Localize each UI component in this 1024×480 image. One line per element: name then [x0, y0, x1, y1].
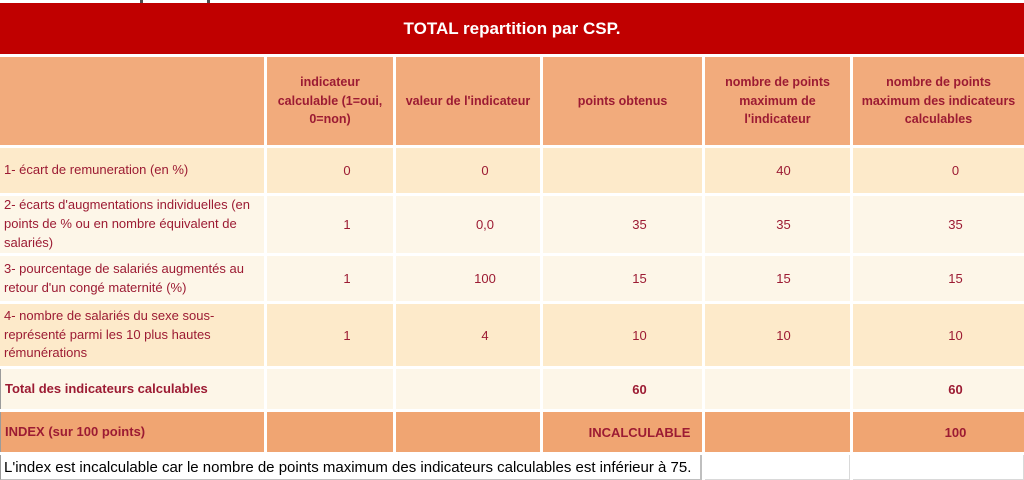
row2-valeur[interactable]: 0,0	[396, 196, 540, 253]
index-max-calculables[interactable]: 100	[853, 412, 1024, 452]
total-points[interactable]: 60	[543, 369, 702, 409]
row3-valeur[interactable]: 100	[396, 256, 540, 301]
row4-max-indicateur[interactable]: 10	[705, 304, 850, 366]
row2-max-calculables[interactable]: 35	[853, 196, 1024, 253]
row1-calculable[interactable]: 0	[267, 148, 393, 193]
row2-max-indicateur[interactable]: 35	[705, 196, 850, 253]
row4-max-calculables[interactable]: 10	[853, 304, 1024, 366]
row1-max-indicateur[interactable]: 40	[705, 148, 850, 193]
index-max-indicateur[interactable]	[705, 412, 850, 452]
csp-repartition-table: TOTAL repartition par CSP. indicateur ca…	[0, 3, 1024, 480]
row4-points[interactable]: 10	[543, 304, 702, 366]
total-max-calculables[interactable]: 60	[853, 369, 1024, 409]
row1-max-calculables[interactable]: 0	[853, 148, 1024, 193]
total-valeur[interactable]	[396, 369, 540, 409]
footnote-text[interactable]: L'index est incalculable car le nombre d…	[0, 455, 702, 480]
row2-label[interactable]: 2- écarts d'augmentations individuelles …	[0, 196, 264, 253]
table-title[interactable]: TOTAL repartition par CSP.	[0, 3, 1024, 54]
total-max-indicateur[interactable]	[705, 369, 850, 409]
header-points-max-indicateur[interactable]: nombre de points maximum de l'indicateur	[705, 57, 850, 145]
row2-calculable[interactable]: 1	[267, 196, 393, 253]
index-valeur[interactable]	[396, 412, 540, 452]
row3-max-indicateur[interactable]: 15	[705, 256, 850, 301]
total-calculable[interactable]	[267, 369, 393, 409]
row3-points[interactable]: 15	[543, 256, 702, 301]
header-valeur-indicateur[interactable]: valeur de l'indicateur	[396, 57, 540, 145]
clipped-text-remnant	[140, 0, 143, 3]
clipped-row-above	[0, 0, 1024, 3]
index-calculable[interactable]	[267, 412, 393, 452]
row3-label[interactable]: 3- pourcentage de salariés augmentés au …	[0, 256, 264, 301]
index-points-incalculable[interactable]: INCALCULABLE	[543, 412, 702, 452]
total-row-label[interactable]: Total des indicateurs calculables	[0, 369, 264, 409]
row3-calculable[interactable]: 1	[267, 256, 393, 301]
row4-label[interactable]: 4- nombre de salariés du sexe sous-repré…	[0, 304, 264, 366]
row1-points[interactable]	[543, 148, 702, 193]
header-points-obtenus[interactable]: points obtenus	[543, 57, 702, 145]
row1-valeur[interactable]: 0	[396, 148, 540, 193]
header-empty-corner[interactable]	[0, 57, 264, 145]
clipped-text-remnant	[207, 0, 210, 3]
row4-calculable[interactable]: 1	[267, 304, 393, 366]
header-indicateur-calculable[interactable]: indicateur calculable (1=oui, 0=non)	[267, 57, 393, 145]
row4-valeur[interactable]: 4	[396, 304, 540, 366]
row3-max-calculables[interactable]: 15	[853, 256, 1024, 301]
index-row-label[interactable]: INDEX (sur 100 points)	[0, 412, 264, 452]
row2-points[interactable]: 35	[543, 196, 702, 253]
footnote-empty-cell[interactable]	[853, 455, 1024, 480]
row1-label[interactable]: 1- écart de remuneration (en %)	[0, 148, 264, 193]
header-points-max-calculables[interactable]: nombre de points maximum des indicateurs…	[853, 57, 1024, 145]
footnote-empty-cell[interactable]	[705, 455, 850, 480]
